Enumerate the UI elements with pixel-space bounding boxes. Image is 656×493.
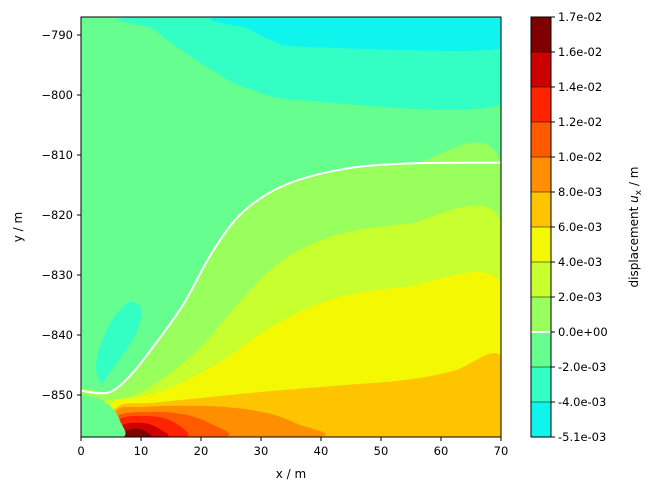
colorbar-label-symbol: u [627, 195, 641, 203]
x-tick-label: 30 [254, 444, 269, 458]
colorbar-tick-label: 1.4e-02 [558, 80, 602, 94]
colorbar-tick-label: 8.0e-03 [558, 185, 602, 199]
x-tick-label: 0 [77, 444, 84, 458]
x-axis: 0 10 20 30 40 50 60 70 [77, 437, 508, 458]
x-axis-label: x / m [276, 467, 306, 481]
y-tick-label: −810 [41, 148, 73, 162]
plot-frame [80, 16, 502, 438]
y-tick-label: −840 [41, 328, 73, 342]
colorbar-label-subscript: x [634, 189, 644, 195]
y-tick-label: −830 [41, 268, 73, 282]
colorbar-tick-label: 2.0e-03 [558, 290, 602, 304]
colorbar-tick-label: 1.2e-02 [558, 115, 602, 129]
colorbar-band [531, 157, 551, 192]
colorbar-tick-label: -4.0e-03 [558, 395, 606, 409]
colorbar-tick-label: 1.0e-02 [558, 150, 602, 164]
colorbar-band [531, 192, 551, 227]
contour-region-12 [81, 394, 126, 437]
colorbar-tick-label: 4.0e-03 [558, 255, 602, 269]
contour-region-1 [209, 17, 501, 51]
y-axis-label: y / m [11, 212, 25, 242]
colorbar-band [531, 227, 551, 262]
x-tick-label: 40 [314, 444, 329, 458]
x-tick-label: 10 [134, 444, 149, 458]
x-tick-label: 60 [434, 444, 449, 458]
colorbar-bands [531, 17, 551, 437]
colorbar-band [531, 367, 551, 402]
y-axis: −790 −800 −810 −820 −830 −840 −850 [41, 28, 81, 402]
colorbar-band [531, 52, 551, 87]
contour-region-11 [123, 428, 152, 437]
colorbar-band [531, 262, 551, 297]
zero-contour-line [81, 161, 501, 395]
colorbar: -5.1e-03 -4.0e-03 -2.0e-03 0.0e+00 2.0e-03 4.… [530, 10, 608, 444]
colorbar-band [531, 402, 551, 437]
x-tick-label: 50 [374, 444, 389, 458]
colorbar-band [531, 122, 551, 157]
colorbar-label: displacement ux / m [627, 167, 644, 288]
colorbar-tick-label: -2.0e-03 [558, 360, 606, 374]
colorbar-frame [530, 16, 552, 438]
y-tick-label: −790 [41, 28, 73, 42]
colorbar-tick-label: 0.0e+00 [558, 325, 608, 339]
colorbar-tick-label: 1.7e-02 [558, 10, 602, 24]
colorbar-label-suffix: / m [627, 167, 641, 190]
plot-area [80, 16, 502, 438]
x-tick-label: 70 [494, 444, 509, 458]
y-tick-label: −800 [41, 88, 73, 102]
y-tick-label: −820 [41, 208, 73, 222]
x-tick-label: 20 [194, 444, 209, 458]
contour-region-2 [95, 301, 142, 384]
colorbar-ticks: -5.1e-03 -4.0e-03 -2.0e-03 0.0e+00 2.0e-03 4.… [531, 10, 608, 444]
y-tick-label: −850 [41, 388, 73, 402]
colorbar-band [531, 332, 551, 367]
colorbar-label-prefix: displacement [627, 203, 641, 288]
contour-regions [81, 17, 501, 437]
colorbar-band [531, 17, 551, 52]
colorbar-band [531, 87, 551, 122]
colorbar-tick-label: 6.0e-03 [558, 220, 602, 234]
colorbar-band [531, 297, 551, 332]
colorbar-tick-label: -5.1e-03 [558, 430, 606, 444]
colorbar-tick-label: 1.6e-02 [558, 45, 602, 59]
